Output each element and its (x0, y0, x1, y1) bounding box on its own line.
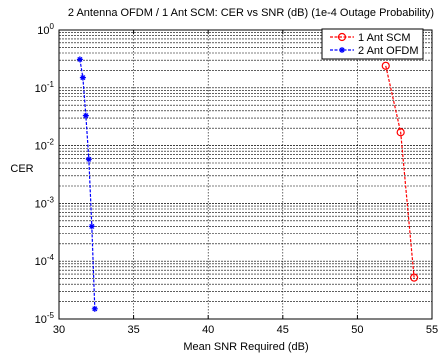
y-tick-label: 100 (37, 22, 54, 37)
legend-box (321, 28, 424, 60)
data-point (396, 128, 405, 137)
x-tick-label: 40 (202, 324, 214, 336)
data-point (76, 56, 83, 63)
data-point (88, 223, 95, 230)
chart-title: 2 Antenna OFDM / 1 Ant SCM: CER vs SNR (… (68, 7, 434, 19)
x-axis-ticks: 30 35 40 45 50 55 (53, 30, 438, 336)
data-point (85, 156, 92, 163)
y-tick-label: 10-5 (35, 311, 55, 326)
data-point (79, 74, 86, 81)
plot-frame (58, 29, 433, 320)
y-tick-label: 10-4 (35, 253, 55, 268)
legend-marker (337, 32, 347, 42)
legend-marker (339, 47, 345, 53)
data-point (82, 112, 89, 119)
y-axis-ticks: 100 10-1 10-2 10-3 10-4 10-5 (35, 22, 55, 326)
x-tick-label: 55 (426, 324, 438, 336)
data-point (381, 61, 390, 70)
series-layer (76, 56, 419, 312)
y-axis-label: CER (10, 163, 33, 175)
x-tick-label: 45 (277, 324, 289, 336)
y-tick-label: 10-2 (35, 138, 55, 153)
series-1 (381, 61, 419, 282)
y-tick-label: 10-1 (35, 80, 55, 95)
x-tick-label: 50 (351, 324, 363, 336)
series-line (79, 59, 96, 309)
legend-entry: 2 Ant OFDM (330, 45, 419, 57)
series-line (385, 65, 415, 278)
data-point (91, 305, 98, 312)
x-axis-label: Mean SNR Required (dB) (183, 341, 308, 353)
x-tick-label: 35 (127, 324, 139, 336)
series-2 (76, 56, 98, 312)
legend-label: 1 Ant SCM (358, 32, 411, 44)
legend-entry: 1 Ant SCM (330, 32, 411, 44)
y-tick-label: 10-3 (35, 195, 55, 210)
x-tick-label: 30 (53, 324, 65, 336)
data-point (409, 273, 419, 282)
legend-label: 2 Ant OFDM (358, 45, 419, 57)
